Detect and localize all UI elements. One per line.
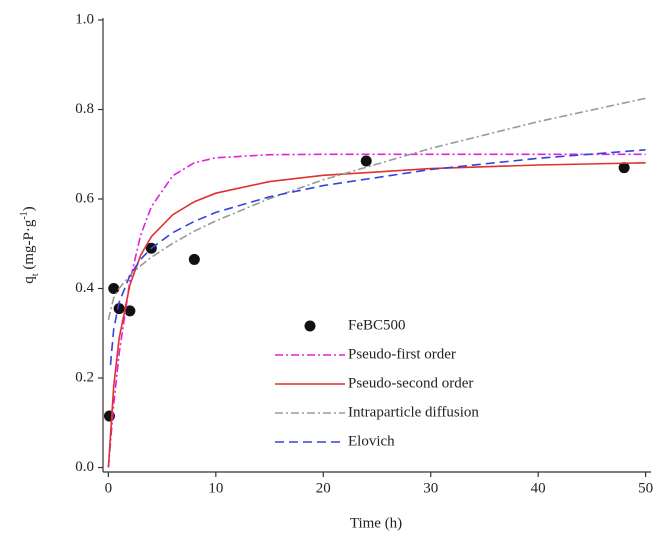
y-tick-label: 0.6 (75, 190, 94, 206)
x-tick-label: 20 (316, 480, 331, 496)
legend-label: FeBC500 (348, 317, 406, 333)
data-point (618, 162, 630, 174)
y-tick-label: 1.0 (75, 11, 94, 27)
x-tick-label: 30 (423, 480, 438, 496)
x-tick-label: 0 (105, 480, 113, 496)
x-tick-label: 50 (638, 480, 653, 496)
y-tick-label: 0.2 (75, 369, 94, 385)
data-point (108, 283, 120, 295)
y-tick-label: 0.4 (75, 280, 94, 296)
y-tick-label: 0.0 (75, 459, 94, 475)
model-curve (107, 153, 646, 468)
legend-label: Pseudo-first order (348, 346, 456, 362)
model-curve (107, 162, 646, 468)
x-tick-label: 10 (208, 480, 223, 496)
y-label-part: (mg-P·g (21, 219, 37, 273)
y-label-part: q (21, 276, 37, 284)
legend-label: Intraparticle diffusion (348, 404, 479, 420)
y-label-part: t (30, 273, 41, 276)
data-point (113, 303, 125, 315)
y-label-part: ) (21, 206, 37, 211)
y-axis-label: qt (mg-P·g-1) (19, 206, 41, 283)
legend-label: Elovich (348, 433, 395, 449)
y-label-part: -1 (19, 211, 30, 219)
y-tick-label: 0.8 (75, 101, 94, 117)
data-point (360, 155, 372, 167)
data-point (188, 253, 200, 265)
legend-marker (304, 320, 316, 332)
data-point (124, 305, 136, 317)
legend-label: Pseudo-second order (348, 375, 473, 391)
model-curve (107, 97, 646, 320)
x-tick-label: 40 (531, 480, 546, 496)
x-axis-label: Time (h) (350, 515, 402, 531)
